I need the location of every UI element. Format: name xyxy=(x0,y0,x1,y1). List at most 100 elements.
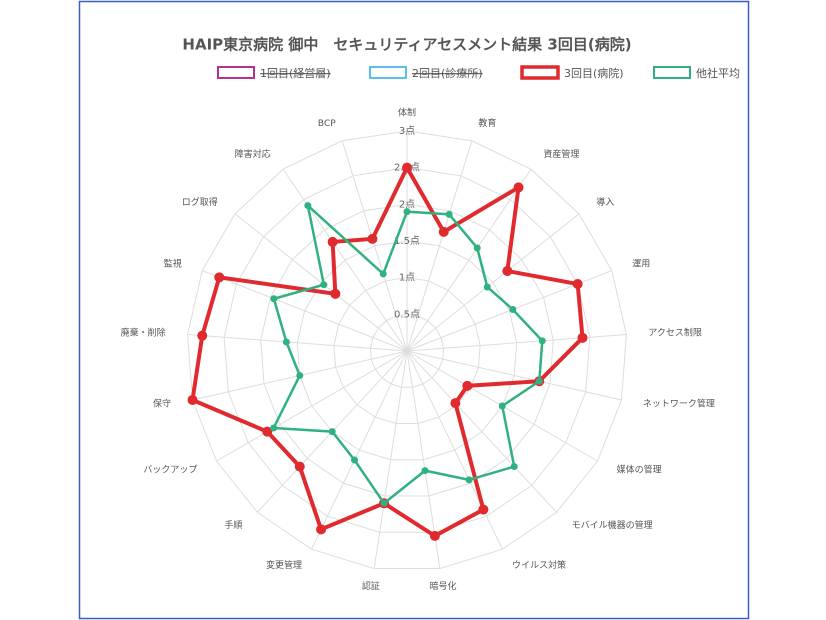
spoke xyxy=(406,350,503,550)
category-label: ウイルス対策 xyxy=(512,559,566,571)
point xyxy=(498,402,506,410)
grid-ring xyxy=(369,313,445,388)
category-label: 障害対応 xyxy=(235,148,271,160)
point xyxy=(214,272,225,283)
spoke xyxy=(373,350,408,569)
category-label: 保守 xyxy=(153,397,171,409)
point xyxy=(538,337,546,345)
grid-ring xyxy=(333,277,481,425)
category-label: ネットワーク管理 xyxy=(643,397,715,409)
category-label: 媒体の管理 xyxy=(617,464,662,476)
point xyxy=(262,426,273,437)
point xyxy=(351,456,359,464)
category-label: バックアップ xyxy=(143,465,197,476)
point xyxy=(572,279,583,290)
point xyxy=(328,428,336,436)
spoke xyxy=(406,334,627,352)
point xyxy=(450,398,461,409)
point xyxy=(510,463,518,471)
series-line xyxy=(190,163,585,539)
point xyxy=(483,283,491,291)
spoke xyxy=(406,350,622,401)
point xyxy=(535,377,543,385)
spoke xyxy=(216,350,408,462)
legend-label[interactable]: 2回目(診療所) xyxy=(412,66,483,80)
category-label: 暗号化 xyxy=(430,580,457,592)
legend-label[interactable]: 1回目(経営層) xyxy=(260,66,331,80)
point xyxy=(438,226,449,237)
point xyxy=(473,244,481,252)
point xyxy=(509,305,517,313)
point xyxy=(282,338,290,346)
point xyxy=(403,208,411,216)
point xyxy=(330,288,341,299)
point xyxy=(197,330,208,341)
point xyxy=(270,424,278,432)
point xyxy=(320,281,328,289)
legend-label[interactable]: 他社平均 xyxy=(696,66,740,80)
category-label: 運用 xyxy=(632,259,650,270)
point xyxy=(478,504,489,515)
point xyxy=(327,236,338,247)
r-tick-label: 1点 xyxy=(399,272,415,284)
category-label: 体制 xyxy=(398,107,416,119)
point xyxy=(513,182,524,193)
point xyxy=(380,499,388,507)
spoke xyxy=(406,140,473,352)
frame xyxy=(78,0,750,620)
point xyxy=(367,233,378,244)
point xyxy=(296,371,304,379)
r-tick-label: 0.5点 xyxy=(394,308,420,320)
point xyxy=(304,202,312,210)
point xyxy=(462,380,473,391)
category-label: BCP xyxy=(318,119,336,129)
point xyxy=(445,210,453,218)
category-label: 導入 xyxy=(596,196,614,208)
category-label: アクセス制限 xyxy=(648,327,702,339)
spoke xyxy=(282,168,408,352)
spoke xyxy=(406,168,532,352)
point xyxy=(316,524,327,535)
legend: 1回目(経営層) 2回目(診療所) 3回目(病院) 他社平均 xyxy=(217,65,740,80)
grid-ring xyxy=(296,240,518,461)
category-label: モバイル機器の管理 xyxy=(572,519,653,531)
r-tick-label: 3点 xyxy=(399,125,415,137)
point xyxy=(502,265,513,276)
category-label: 監視 xyxy=(164,258,182,270)
category-label: 変更管理 xyxy=(266,559,302,571)
legend-swatch xyxy=(520,65,560,80)
point xyxy=(421,467,429,475)
spoke xyxy=(187,334,408,352)
category-label: ログ取得 xyxy=(182,196,218,208)
legend-label[interactable]: 3回目(病院) xyxy=(564,66,624,80)
point xyxy=(577,332,588,343)
category-label: 資産管理 xyxy=(543,148,579,160)
grid-ring xyxy=(260,203,554,497)
chart-title: HAIP東京病院 御中 セキュリティアセスメント結果 3回目(病院) xyxy=(182,36,631,54)
grid-ring xyxy=(187,130,627,570)
spoke xyxy=(406,213,580,352)
point xyxy=(270,295,278,303)
point xyxy=(379,270,387,278)
spoke xyxy=(234,213,408,352)
grid-ring xyxy=(223,167,591,533)
category-label: 認証 xyxy=(362,580,380,592)
category-label: 廃棄・削除 xyxy=(121,327,166,339)
legend-swatch xyxy=(369,66,407,79)
point xyxy=(187,394,198,405)
point xyxy=(294,461,305,472)
legend-swatch xyxy=(217,66,255,79)
spoke xyxy=(311,350,408,550)
spoke xyxy=(341,140,408,352)
legend-swatch xyxy=(653,66,691,79)
series-line xyxy=(271,202,544,506)
point xyxy=(465,476,473,484)
point xyxy=(402,162,412,173)
spoke xyxy=(202,270,408,352)
r-tick-label: 1.5点 xyxy=(394,235,420,247)
point xyxy=(429,530,440,541)
category-label: 教育 xyxy=(478,117,496,129)
spoke xyxy=(406,350,558,513)
r-tick-label: 2点 xyxy=(399,198,415,210)
